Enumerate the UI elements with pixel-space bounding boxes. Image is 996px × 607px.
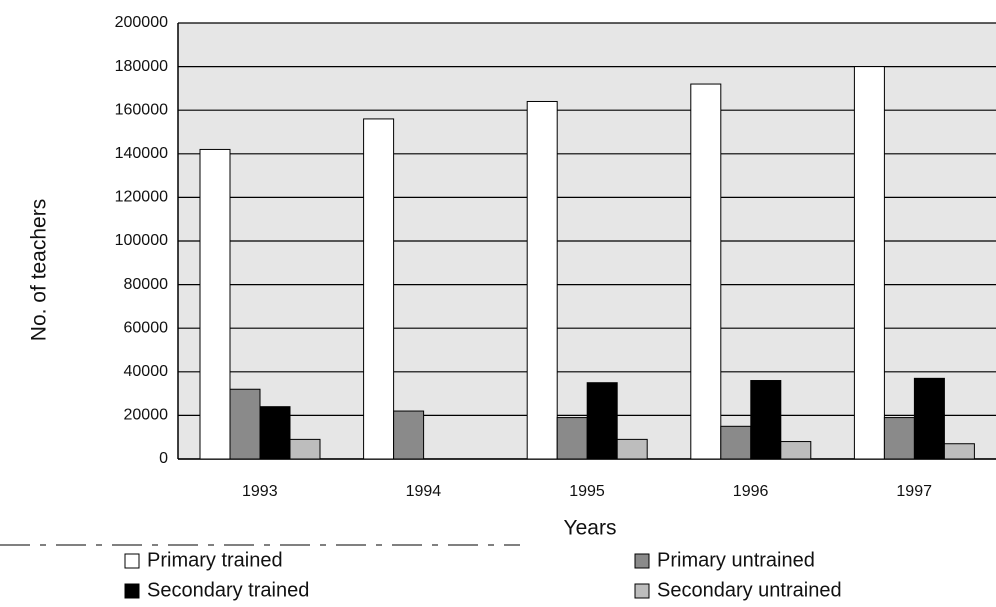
bar	[720, 425, 752, 460]
legend-text: Primary untrained	[657, 549, 815, 571]
y-tick-label: 180000	[115, 58, 168, 75]
bar	[616, 438, 648, 460]
y-tick-label: 120000	[115, 189, 168, 206]
x-tick-label: 1995	[569, 483, 605, 500]
legend-text: Secondary trained	[147, 579, 309, 601]
legend-text: Primary trained	[147, 549, 283, 571]
bar	[883, 417, 915, 460]
legend-swatch	[124, 553, 140, 569]
x-tick-label: 1993	[242, 483, 278, 500]
bar	[259, 406, 291, 460]
bar	[289, 438, 321, 460]
bar	[363, 118, 395, 460]
legend-swatch	[634, 583, 650, 599]
bar	[586, 382, 618, 460]
x-tick-label: 1997	[896, 483, 932, 500]
bar	[750, 380, 782, 460]
legend-swatch	[124, 583, 140, 599]
y-tick-label: 160000	[115, 101, 168, 118]
bar	[690, 83, 722, 460]
y-tick-label: 20000	[124, 407, 169, 424]
y-tick-label: 100000	[115, 232, 168, 249]
x-tick-label: 1994	[406, 483, 442, 500]
legend-text: Secondary untrained	[657, 579, 842, 601]
x-axis-title: Years	[564, 517, 617, 540]
legend-swatch	[634, 553, 650, 569]
y-tick-label: 60000	[124, 319, 169, 336]
y-axis-title: No. of teachers	[28, 199, 51, 341]
x-tick-label: 1996	[733, 483, 769, 500]
bar	[943, 443, 975, 460]
bar	[913, 377, 945, 460]
y-tick-label: 200000	[115, 14, 168, 31]
bar	[393, 410, 425, 460]
bar	[556, 417, 588, 460]
bar	[780, 441, 812, 460]
bar	[526, 100, 558, 460]
y-tick-label: 40000	[124, 363, 169, 380]
y-tick-label: 140000	[115, 145, 168, 162]
y-tick-label: 80000	[124, 276, 169, 293]
bar	[229, 388, 261, 460]
bar	[853, 66, 885, 460]
y-tick-label: 0	[159, 450, 168, 467]
bar	[199, 148, 231, 460]
